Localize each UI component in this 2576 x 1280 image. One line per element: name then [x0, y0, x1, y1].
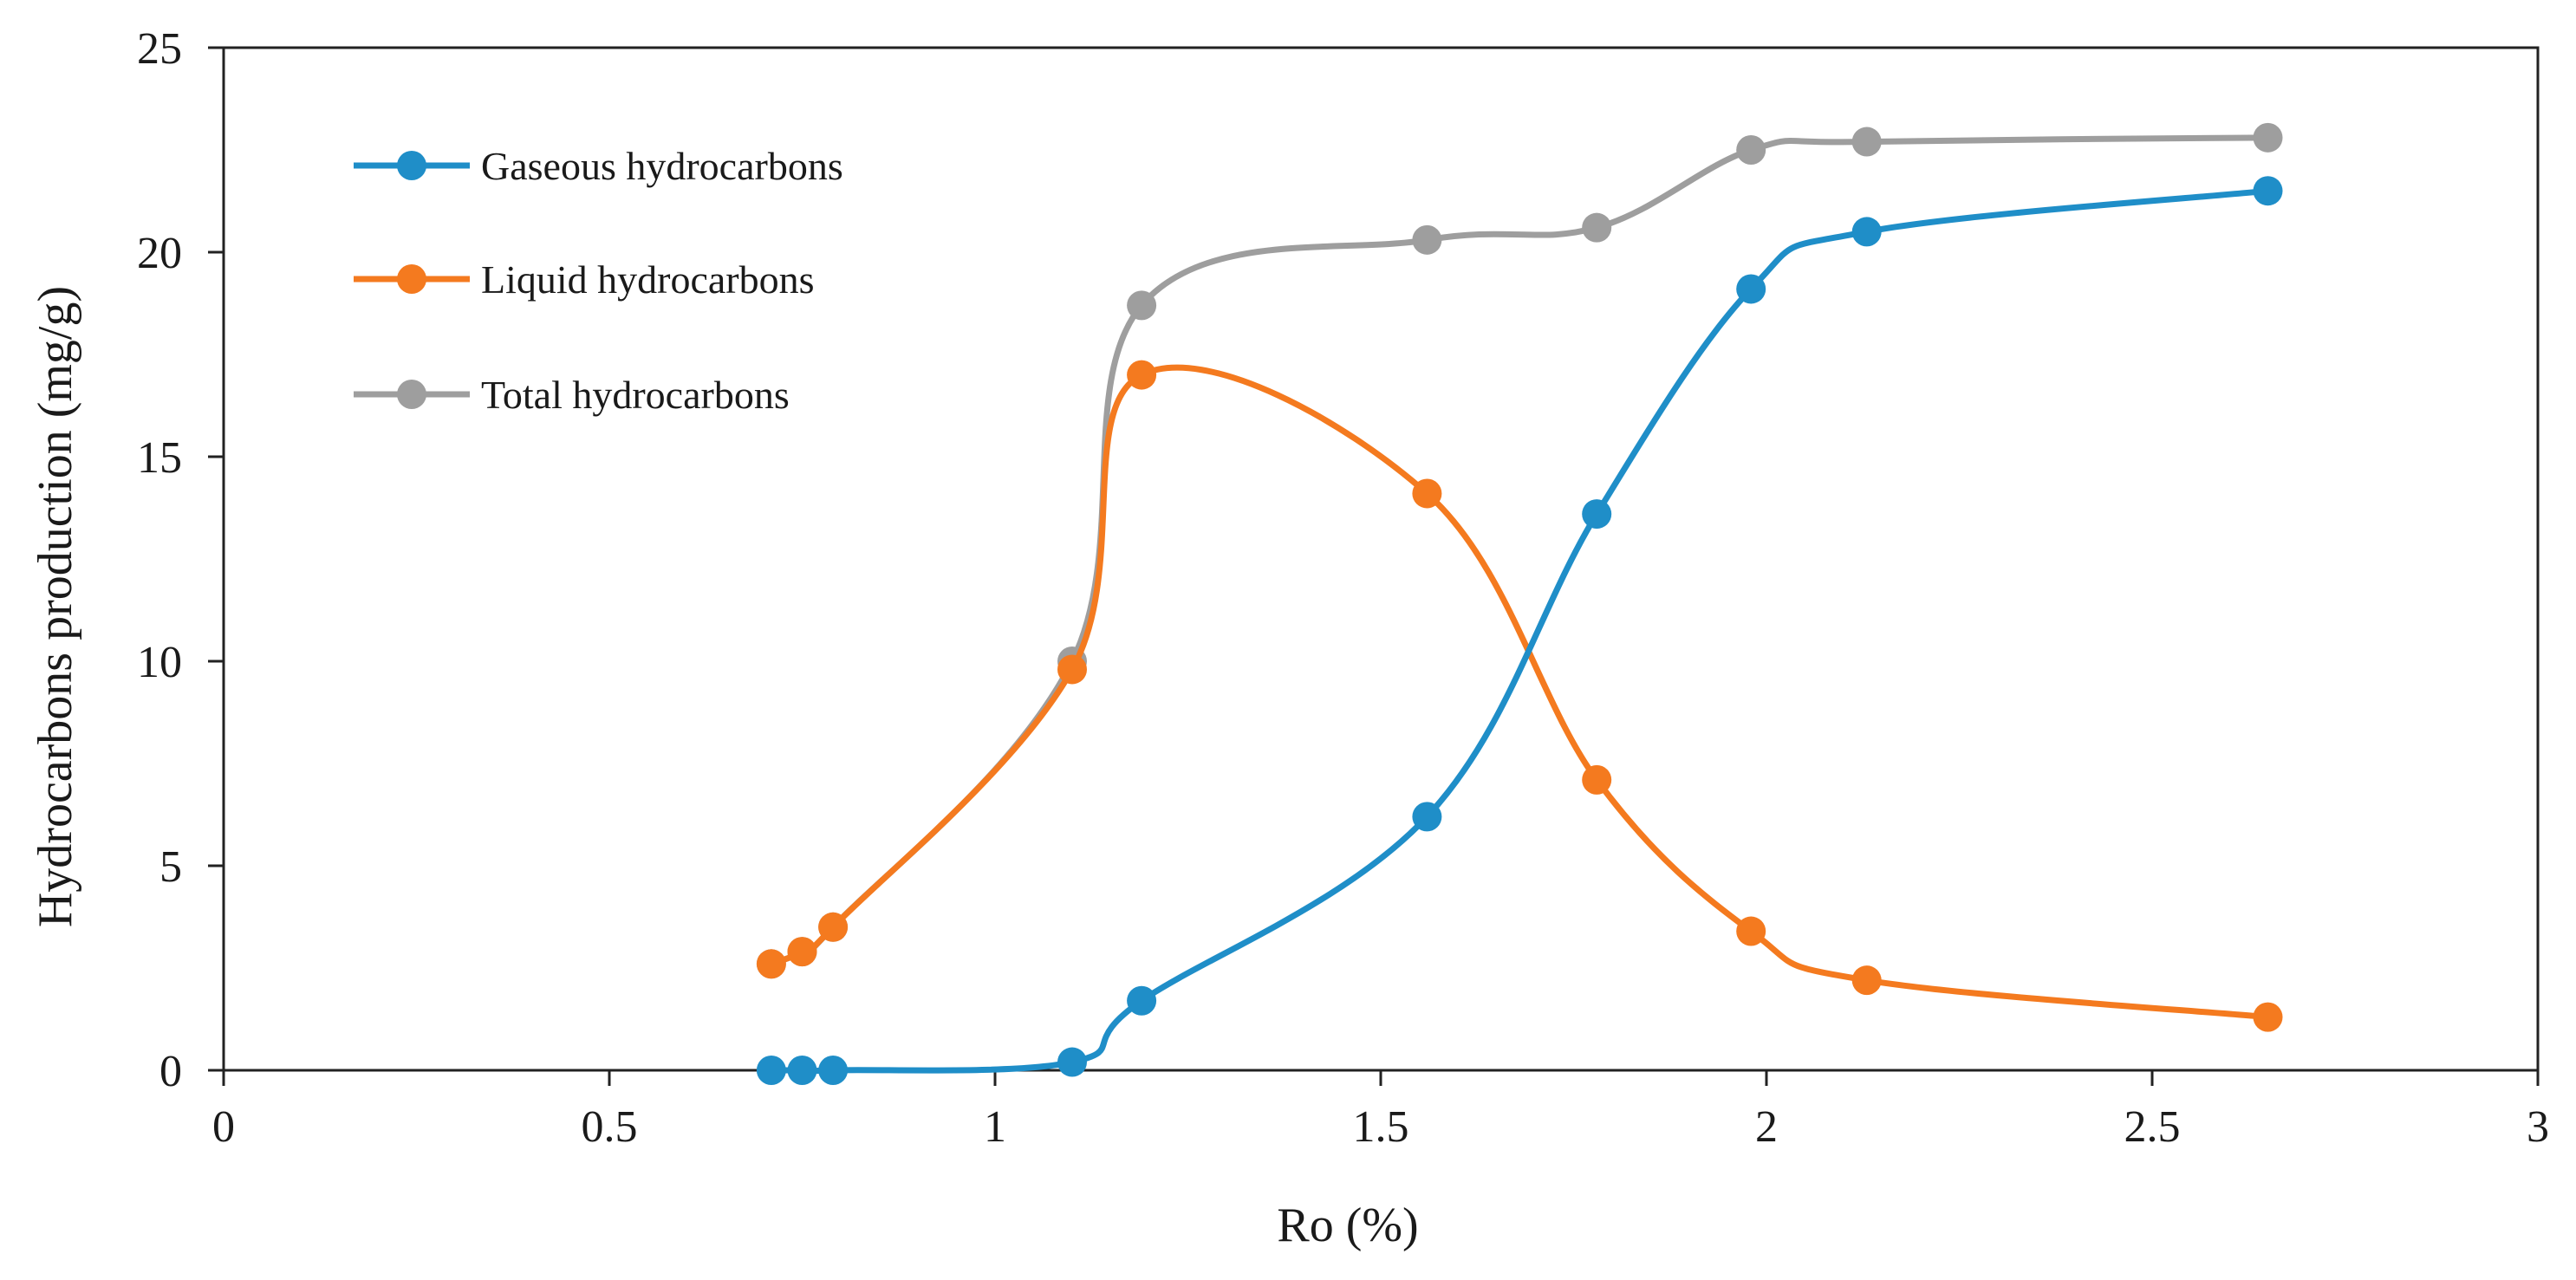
- legend-swatch-marker: [397, 380, 426, 409]
- data-point-gaseous-hydrocarbons: [1127, 985, 1157, 1016]
- data-point-gaseous-hydrocarbons: [2253, 176, 2283, 206]
- data-point-total-hydrocarbons: [2253, 122, 2283, 153]
- data-point-liquid-hydrocarbons: [1851, 965, 1882, 996]
- y-tick-label: 5: [159, 842, 182, 892]
- x-tick-label: 2.5: [2124, 1102, 2181, 1152]
- x-tick-label: 0: [212, 1102, 235, 1152]
- series-layer: [756, 122, 2283, 1085]
- y-tick-label: 20: [137, 229, 182, 278]
- data-point-gaseous-hydrocarbons: [1582, 499, 1612, 530]
- legend-item-liquid-hydrocarbons: Liquid hydrocarbons: [354, 257, 815, 302]
- legend-label: Liquid hydrocarbons: [481, 257, 815, 302]
- data-point-total-hydrocarbons: [1851, 127, 1882, 157]
- data-point-total-hydrocarbons: [1736, 135, 1766, 165]
- x-tick-label: 3: [2527, 1102, 2549, 1152]
- data-point-total-hydrocarbons: [1582, 212, 1612, 243]
- series-line-total-hydrocarbons: [768, 134, 2271, 967]
- data-point-liquid-hydrocarbons: [818, 912, 849, 942]
- data-point-liquid-hydrocarbons: [1127, 360, 1157, 390]
- plot-area-frame: [222, 46, 2540, 1072]
- x-axis-title: Ro (%): [1277, 1199, 1418, 1252]
- y-tick-label: 10: [137, 638, 182, 687]
- data-point-gaseous-hydrocarbons: [756, 1056, 786, 1085]
- data-point-liquid-hydrocarbons: [1736, 916, 1766, 946]
- legend-label: Gaseous hydrocarbons: [481, 144, 843, 188]
- y-tick-label: 25: [137, 24, 182, 74]
- legend-item-total-hydrocarbons: Total hydrocarbons: [354, 373, 790, 417]
- data-point-gaseous-hydrocarbons: [818, 1056, 849, 1085]
- series-line-liquid-hydrocarbons: [768, 364, 2271, 1021]
- data-point-gaseous-hydrocarbons: [1412, 802, 1442, 832]
- data-point-gaseous-hydrocarbons: [1736, 274, 1766, 304]
- x-tick-label: 1.5: [1353, 1102, 1409, 1152]
- data-point-gaseous-hydrocarbons: [787, 1056, 817, 1085]
- x-tick-label: 0.5: [582, 1102, 638, 1152]
- data-point-liquid-hydrocarbons: [787, 937, 817, 967]
- y-tick-label: 15: [137, 433, 182, 483]
- legend-swatch-marker: [397, 151, 426, 180]
- legend-swatch-marker: [397, 264, 426, 294]
- data-point-liquid-hydrocarbons: [1582, 764, 1612, 795]
- y-axis-title: Hydrocarbons production (mg/g): [29, 286, 82, 927]
- y-tick-label: 0: [159, 1047, 182, 1096]
- axes-layer: 0 0.5 1 1.5 2 2.5 3 0 5 10 15 20 25: [137, 24, 2549, 1152]
- data-point-liquid-hydrocarbons: [756, 949, 786, 979]
- series-total-hydrocarbons: [756, 122, 2283, 979]
- series-liquid-hydrocarbons: [756, 360, 2283, 1032]
- legend-label: Total hydrocarbons: [481, 373, 790, 417]
- x-tick-label: 2: [1755, 1102, 1778, 1152]
- data-point-total-hydrocarbons: [1127, 290, 1157, 321]
- data-point-liquid-hydrocarbons: [1057, 654, 1087, 685]
- data-point-liquid-hydrocarbons: [1412, 478, 1442, 509]
- legend: Gaseous hydrocarbons Liquid hydrocarbons T…: [354, 144, 843, 417]
- legend-item-gaseous-hydrocarbons: Gaseous hydrocarbons: [354, 144, 843, 188]
- series-gaseous-hydrocarbons: [756, 176, 2283, 1085]
- data-point-gaseous-hydrocarbons: [1057, 1047, 1087, 1077]
- data-point-total-hydrocarbons: [1412, 224, 1442, 255]
- data-point-liquid-hydrocarbons: [2253, 1002, 2283, 1032]
- x-tick-label: 1: [984, 1102, 1006, 1152]
- data-point-gaseous-hydrocarbons: [1851, 217, 1882, 247]
